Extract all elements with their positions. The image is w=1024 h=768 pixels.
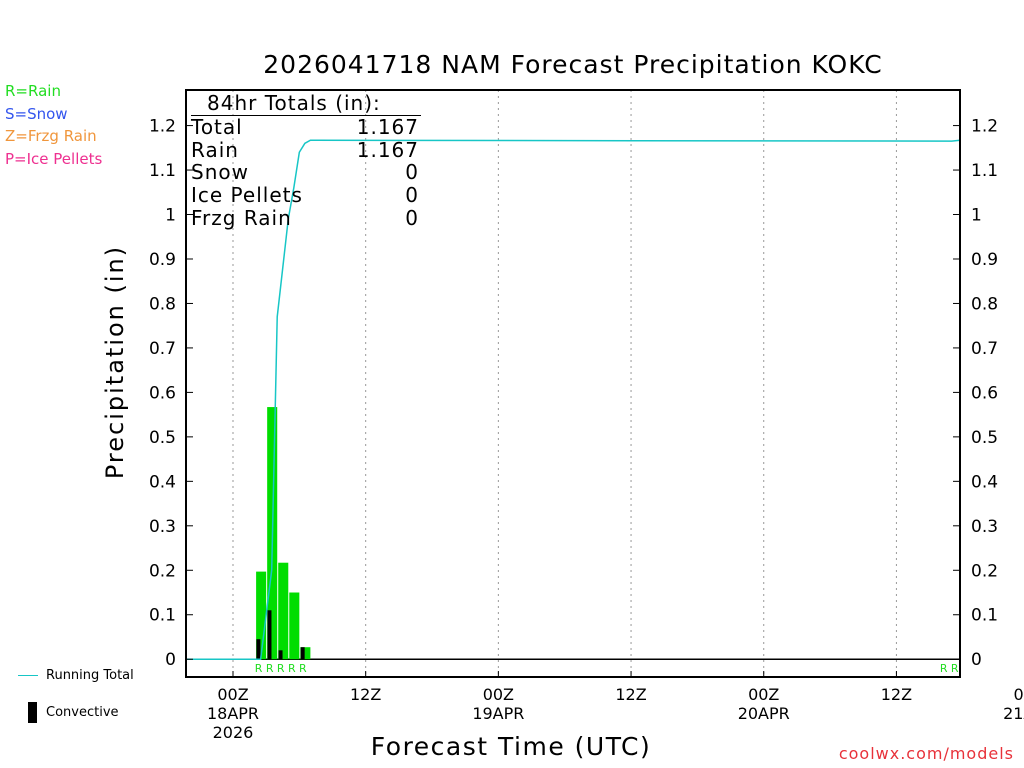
y-tick-label: 0.9 (149, 250, 176, 270)
y-tick-label: 0.7 (149, 339, 176, 359)
y-tick-label: 1 (165, 206, 176, 226)
totals-row-freezing-rain: Frzg Rain 0 (191, 207, 419, 230)
totals-value: 0 (405, 160, 419, 185)
y-tick-label: 0.3 (149, 517, 176, 537)
legend-running-total: Running Total (18, 668, 134, 683)
totals-row-rain: Rain 1.167 (191, 137, 419, 162)
y-tick-label: 0 (165, 650, 176, 670)
totals-label: Snow (191, 160, 249, 185)
y-tick-label: 1.2 (149, 117, 176, 137)
totals-value: 0 (405, 183, 419, 208)
totals-value: 1.167 (356, 137, 419, 162)
legend-rain: R=Rain (5, 82, 61, 100)
precip-type-legend: R=Rain S=Snow Z=Frzg Rain P=Ice Pellets (5, 80, 102, 170)
totals-label: Rain (191, 137, 239, 162)
legend-snow: S=Snow (5, 104, 68, 123)
y-tick-label: 0.6 (149, 383, 176, 403)
y-tick-label: 0.5 (149, 428, 176, 448)
y-tick-label-right: 0.3 (971, 517, 998, 537)
y-tick-label-right: 0.9 (971, 250, 998, 270)
totals-value: 1.167 (356, 114, 419, 139)
y-tick-label: 0.1 (149, 606, 176, 626)
totals-label: Ice Pellets (191, 183, 303, 208)
x-tick-label: 18APR (207, 704, 259, 723)
y-tick-label-right: 0.6 (971, 383, 998, 403)
x-tick-label: 00Z (1013, 685, 1024, 704)
x-tick-label: 19APR (472, 704, 524, 723)
x-tick-label: 12Z (615, 685, 646, 704)
convective-swatch (28, 702, 37, 723)
x-tick-label: 2026 (213, 723, 254, 742)
precip-bar (300, 647, 311, 660)
totals-row-snow: Snow 0 (191, 161, 419, 184)
totals-label: Frzg Rain (191, 205, 292, 230)
precip-bar (256, 571, 267, 660)
legend-ice-pellets: P=Ice Pellets (5, 149, 103, 168)
precip-type-label: R (288, 662, 296, 675)
convective-bar (278, 650, 283, 660)
x-tick-label: 12Z (350, 685, 381, 704)
x-tick-label: 00Z (748, 685, 779, 704)
y-tick-label-right: 0 (971, 650, 982, 670)
precip-type-label: R (299, 662, 307, 675)
convective-bar (256, 639, 261, 660)
x-tick-label: 21APR (1003, 704, 1024, 723)
x-tick-label: 00Z (483, 685, 514, 704)
y-tick-label: 1.1 (149, 161, 176, 181)
totals-row-ice-pellets: Ice Pellets 0 (191, 184, 419, 207)
y-tick-label: 0.8 (149, 294, 176, 314)
site-credit: coolwx.com/models (838, 744, 1014, 763)
convective-bar (267, 610, 272, 660)
x-tick-label: 00Z (217, 685, 248, 704)
x-axis-label: Forecast Time (UTC) (370, 732, 652, 761)
precip-type-label: R (951, 662, 959, 675)
legend-freezing-rain: Z=Frzg Rain (5, 127, 97, 145)
y-tick-label-right: 1.2 (971, 117, 998, 137)
convective-bar (300, 647, 305, 660)
precip-bar (278, 562, 289, 660)
x-tick-label: 20APR (738, 704, 790, 723)
x-tick-label: 12Z (881, 685, 912, 704)
precip-type-label: R (277, 662, 285, 675)
running-total-line (186, 139, 961, 660)
totals-label: Total (191, 114, 243, 139)
precip-bar (289, 592, 300, 660)
precip-type-label: R (266, 662, 274, 675)
plot-frame (185, 89, 961, 678)
chart-title: 2026041718 NAM Forecast Precipitation KO… (263, 50, 883, 79)
precip-type-label: R (255, 662, 263, 675)
y-tick-label-right: 0.4 (971, 472, 998, 492)
y-tick-label-right: 0.2 (971, 561, 998, 581)
y-tick-label-right: 1.1 (971, 161, 998, 181)
y-tick-label-right: 0.7 (971, 339, 998, 359)
y-tick-label: 0.4 (149, 472, 176, 492)
totals-box: 84hr Totals (in): Total 1.167 Rain 1.167… (191, 92, 421, 230)
totals-header: 84hr Totals (in): (191, 92, 421, 116)
legend-convective: Convective (18, 702, 119, 723)
y-tick-label-right: 0.8 (971, 294, 998, 314)
y-tick-label: 0.2 (149, 561, 176, 581)
totals-row-total: Total 1.167 (191, 114, 419, 139)
precip-type-label: R (940, 662, 948, 675)
y-tick-label-right: 0.5 (971, 428, 998, 448)
totals-value: 0 (405, 205, 419, 230)
running-total-swatch (18, 675, 38, 676)
y-tick-label-right: 0.1 (971, 606, 998, 626)
y-tick-label-right: 1 (971, 206, 982, 226)
